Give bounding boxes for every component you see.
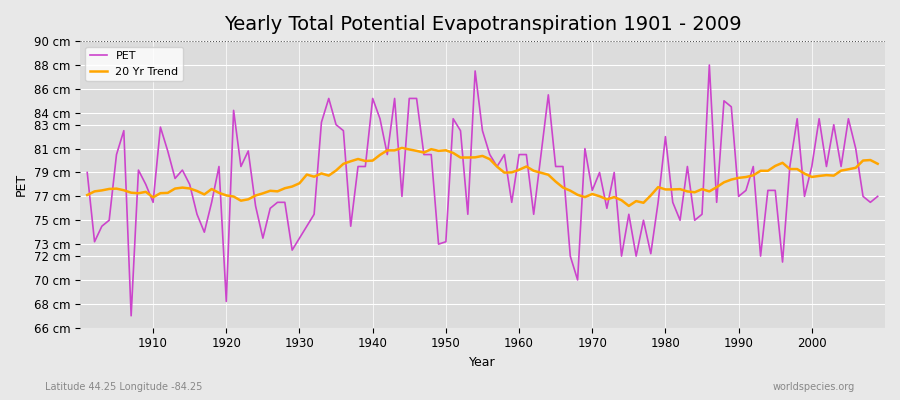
PET xyxy=(82,170,93,175)
20 Yr Trend xyxy=(514,168,525,172)
Line: 20 Yr Trend: 20 Yr Trend xyxy=(87,148,878,206)
X-axis label: Year: Year xyxy=(469,356,496,369)
20 Yr Trend xyxy=(521,164,532,169)
PET xyxy=(309,212,320,217)
Title: Yearly Total Potential Evapotranspiration 1901 - 2009: Yearly Total Potential Evapotranspiratio… xyxy=(223,15,742,34)
20 Yr Trend xyxy=(302,172,312,177)
20 Yr Trend xyxy=(140,190,151,194)
20 Yr Trend xyxy=(624,204,634,208)
PET xyxy=(353,164,364,169)
20 Yr Trend xyxy=(346,159,356,164)
PET xyxy=(514,152,525,157)
Line: PET: PET xyxy=(87,65,878,316)
20 Yr Trend xyxy=(872,161,883,166)
PET xyxy=(608,170,619,175)
20 Yr Trend xyxy=(82,193,93,198)
Text: worldspecies.org: worldspecies.org xyxy=(773,382,855,392)
PET xyxy=(872,194,883,199)
PET xyxy=(704,62,715,67)
PET xyxy=(521,152,532,157)
Y-axis label: PET: PET xyxy=(15,173,28,196)
20 Yr Trend xyxy=(608,195,619,200)
PET xyxy=(148,200,158,205)
Legend: PET, 20 Yr Trend: PET, 20 Yr Trend xyxy=(86,47,183,81)
PET xyxy=(126,313,137,318)
Text: Latitude 44.25 Longitude -84.25: Latitude 44.25 Longitude -84.25 xyxy=(45,382,202,392)
20 Yr Trend xyxy=(397,146,408,150)
